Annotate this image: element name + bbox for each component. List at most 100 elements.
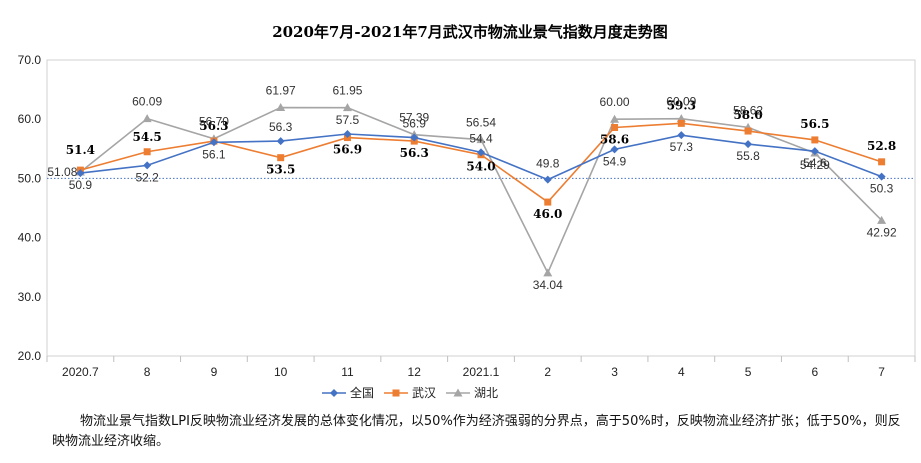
data-label-square: 52.8 (867, 139, 896, 153)
legend-marker-triangle (453, 388, 463, 397)
legend: 全国 武汉 湖北 (322, 385, 498, 400)
data-point-diamond (677, 131, 686, 140)
data-label-square: 59.3 (667, 98, 696, 112)
data-point-diamond (143, 161, 152, 170)
chart-title: 2020年7月-2021年7月武汉市物流业景气指数月度走势图 (272, 23, 668, 41)
x-tick-label: 2 (544, 365, 551, 379)
data-label-square: 54.5 (133, 130, 162, 144)
data-point-diamond (76, 169, 85, 178)
data-label-triangle: 60.09 (666, 95, 696, 109)
data-point-square (744, 127, 752, 135)
legend-label: 全国 (350, 385, 374, 400)
x-tick-label: 5 (745, 365, 752, 379)
data-label-diamond: 52.2 (135, 170, 159, 184)
chart-note: 物流业景气指数LPI反映物流业经济发展的总体变化情况，以50%作为经济强弱的分界… (52, 414, 901, 449)
x-tick-label: 4 (678, 365, 685, 379)
x-tick-label: 8 (144, 365, 151, 379)
x-tick-label: 2021.1 (463, 365, 500, 379)
y-tick-label: 40.0 (18, 231, 42, 245)
data-point-diamond (477, 148, 485, 157)
data-label-diamond: 56.9 (403, 117, 427, 131)
data-point-diamond (610, 145, 619, 154)
data-labels: 50.9 52.2 56.1 56.3 57.5 56.9 54.4 49.8 54.9 57.3… (47, 84, 897, 292)
data-point-square (611, 123, 619, 131)
data-label-diamond: 56.3 (269, 120, 293, 134)
data-label-triangle: 54.29 (800, 158, 830, 172)
legend-marker-diamond (330, 389, 338, 397)
y-tick-label: 70.0 (18, 53, 42, 67)
x-tick-label: 11 (341, 365, 354, 379)
data-label-triangle: 61.97 (266, 84, 296, 98)
data-label-square: 56.3 (199, 119, 228, 133)
data-label-diamond: 49.8 (536, 157, 560, 171)
data-label-square: 46.0 (533, 207, 562, 221)
x-tick-label: 2020.7 (62, 365, 99, 379)
data-point-triangle (142, 114, 152, 123)
data-label-diamond: 57.3 (670, 140, 694, 154)
data-point-square (277, 154, 285, 162)
plot-frame (46, 59, 916, 357)
data-point-diamond (209, 138, 218, 147)
x-tick-label: 3 (611, 365, 618, 379)
data-point-triangle (610, 114, 620, 123)
data-point-square (544, 198, 552, 206)
data-label-diamond: 50.9 (69, 178, 93, 192)
x-tick-label: 9 (211, 365, 218, 379)
chart: 2020年7月-2021年7月武汉市物流业景气指数月度走势图 20.0 30.0 4… (18, 23, 916, 400)
data-label-square: 51.4 (66, 143, 95, 157)
x-tick-label: 10 (274, 365, 288, 379)
legend-label: 湖北 (474, 385, 498, 400)
x-tick-label: 6 (812, 365, 819, 379)
y-tick-label: 50.0 (18, 171, 42, 185)
data-label-triangle: 56.70 (199, 115, 229, 129)
series-layer (75, 103, 887, 277)
data-label-diamond: 54.4 (469, 131, 493, 145)
data-point-triangle (342, 103, 352, 112)
data-label-diamond: 56.1 (202, 147, 226, 161)
legend-label: 武汉 (412, 386, 436, 400)
data-label-triangle: 58.62 (733, 103, 763, 117)
data-point-diamond (276, 137, 285, 146)
data-point-square (811, 136, 819, 144)
data-label-triangle: 60.09 (132, 95, 162, 109)
data-point-triangle (276, 103, 286, 112)
data-label-triangle: 34.04 (533, 278, 563, 292)
data-point-diamond (343, 130, 352, 138)
axes: 20.0 30.0 40.0 50.0 60.0 70.0 2020.7 8 9 10 11 12 20… (18, 53, 916, 379)
y-tick-label: 60.0 (18, 112, 42, 126)
x-tick-label: 12 (408, 365, 422, 379)
data-point-square (677, 119, 685, 127)
data-label-triangle: 61.95 (332, 84, 362, 98)
data-label-square: 56.9 (333, 143, 362, 157)
y-tick-label: 20.0 (18, 349, 42, 363)
data-label-triangle: 57.39 (399, 111, 429, 125)
data-label-triangle: 56.54 (466, 116, 496, 130)
data-point-diamond (744, 140, 753, 149)
data-label-diamond: 57.5 (336, 113, 360, 127)
data-label-diamond: 55.8 (736, 149, 760, 163)
data-point-diamond (410, 133, 419, 142)
data-label-triangle: 42.92 (867, 225, 897, 239)
data-point-triangle (877, 215, 887, 224)
legend-marker-square (392, 389, 400, 397)
data-label-square: 56.3 (400, 146, 429, 160)
data-point-diamond (543, 175, 552, 184)
data-point-diamond (810, 147, 819, 156)
data-label-square: 58.6 (600, 132, 629, 146)
data-label-diamond: 54.6 (803, 156, 827, 170)
y-tick-label: 30.0 (18, 290, 42, 304)
data-label-triangle: 60.00 (600, 95, 630, 109)
data-point-diamond (877, 172, 886, 181)
data-label-square: 53.5 (266, 163, 295, 177)
data-point-square (143, 148, 151, 156)
data-point-triangle (543, 268, 553, 277)
data-point-triangle (476, 135, 486, 144)
data-point-square (878, 158, 886, 166)
data-label-square: 54.0 (466, 160, 495, 174)
data-label-diamond: 54.9 (603, 154, 627, 168)
data-label-square: 58.0 (733, 108, 762, 122)
data-label-diamond: 50.3 (870, 182, 894, 196)
data-label-triangle: 51.08 (47, 165, 77, 179)
x-tick-label: 7 (878, 365, 885, 379)
data-label-square: 56.5 (800, 117, 829, 131)
